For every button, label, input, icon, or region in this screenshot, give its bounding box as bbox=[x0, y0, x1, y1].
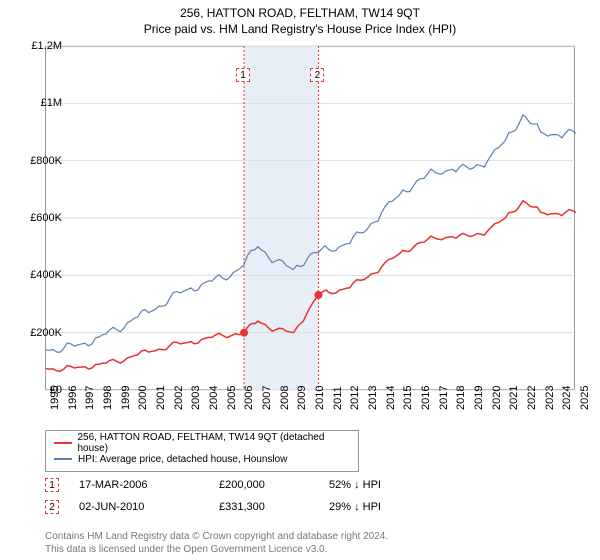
x-axis-label: 2006 bbox=[243, 398, 255, 410]
x-axis-label: 2001 bbox=[155, 398, 167, 410]
x-axis-label: 1996 bbox=[67, 398, 79, 410]
attribution-line: This data is licensed under the Open Gov… bbox=[45, 543, 565, 556]
transaction-pct: 29% ↓ HPI bbox=[329, 501, 449, 513]
x-axis-label: 2012 bbox=[349, 398, 361, 410]
x-axis-label: 2015 bbox=[402, 398, 414, 410]
legend: 256, HATTON ROAD, FELTHAM, TW14 9QT (det… bbox=[45, 430, 359, 472]
x-axis-label: 2023 bbox=[544, 398, 556, 410]
titles: 256, HATTON ROAD, FELTHAM, TW14 9QT Pric… bbox=[0, 0, 600, 36]
x-axis-label: 2004 bbox=[208, 398, 220, 410]
x-axis-label: 1999 bbox=[120, 398, 132, 410]
title-main: 256, HATTON ROAD, FELTHAM, TW14 9QT bbox=[0, 6, 600, 20]
y-axis-label: £1M bbox=[18, 97, 62, 109]
x-axis-label: 2021 bbox=[508, 398, 520, 410]
x-axis-label: 2002 bbox=[173, 398, 185, 410]
marker-badge: 2 bbox=[45, 500, 59, 514]
transaction-pct: 52% ↓ HPI bbox=[329, 479, 449, 491]
x-axis-label: 2003 bbox=[190, 398, 202, 410]
chart-marker-badge: 1 bbox=[236, 68, 250, 82]
x-axis-label: 2007 bbox=[261, 398, 273, 410]
transaction-date: 02-JUN-2010 bbox=[79, 501, 219, 513]
chart-svg bbox=[46, 46, 575, 389]
x-axis-label: 2013 bbox=[367, 398, 379, 410]
attribution-line: Contains HM Land Registry data © Crown c… bbox=[45, 530, 565, 543]
marker-badge: 1 bbox=[45, 478, 59, 492]
table-row: 1 17-MAR-2006 £200,000 52% ↓ HPI bbox=[45, 474, 545, 496]
y-axis-label: £600K bbox=[18, 212, 62, 224]
x-axis-label: 2011 bbox=[332, 398, 344, 410]
x-axis-label: 2022 bbox=[526, 398, 538, 410]
y-axis-label: £800K bbox=[18, 155, 62, 167]
y-axis-label: £400K bbox=[18, 269, 62, 281]
x-axis-label: 2018 bbox=[455, 398, 467, 410]
x-axis-label: 2024 bbox=[561, 398, 573, 410]
legend-label: 256, HATTON ROAD, FELTHAM, TW14 9QT (det… bbox=[78, 432, 351, 454]
transaction-price: £200,000 bbox=[219, 479, 329, 491]
x-axis-label: 2017 bbox=[438, 398, 450, 410]
transactions-table: 1 17-MAR-2006 £200,000 52% ↓ HPI 2 02-JU… bbox=[45, 474, 545, 518]
legend-item: 256, HATTON ROAD, FELTHAM, TW14 9QT (det… bbox=[54, 435, 350, 451]
x-axis-label: 2020 bbox=[491, 398, 503, 410]
x-axis-label: 2008 bbox=[279, 398, 291, 410]
chart-marker-badge: 2 bbox=[310, 68, 324, 82]
table-row: 2 02-JUN-2010 £331,300 29% ↓ HPI bbox=[45, 496, 545, 518]
x-axis-label: 2014 bbox=[385, 398, 397, 410]
x-axis-label: 2010 bbox=[314, 398, 326, 410]
x-axis-label: 2009 bbox=[296, 398, 308, 410]
legend-swatch-icon bbox=[54, 442, 72, 444]
attribution: Contains HM Land Registry data © Crown c… bbox=[45, 530, 565, 556]
y-axis-label: £1.2M bbox=[18, 40, 62, 52]
y-axis-label: £200K bbox=[18, 327, 62, 339]
x-axis-label: 2019 bbox=[473, 398, 485, 410]
transaction-date: 17-MAR-2006 bbox=[79, 479, 219, 491]
title-sub: Price paid vs. HM Land Registry's House … bbox=[0, 22, 600, 36]
x-axis-label: 2000 bbox=[137, 398, 149, 410]
x-axis-label: 1997 bbox=[84, 398, 96, 410]
plot-area bbox=[45, 46, 575, 390]
x-axis-label: 1995 bbox=[49, 398, 61, 410]
transaction-price: £331,300 bbox=[219, 501, 329, 513]
x-axis-label: 1998 bbox=[102, 398, 114, 410]
x-axis-label: 2025 bbox=[579, 398, 591, 410]
chart-container: 256, HATTON ROAD, FELTHAM, TW14 9QT Pric… bbox=[0, 0, 600, 560]
x-axis-label: 2005 bbox=[226, 398, 238, 410]
x-axis-label: 2016 bbox=[420, 398, 432, 410]
legend-label: HPI: Average price, detached house, Houn… bbox=[78, 454, 287, 465]
legend-swatch-icon bbox=[54, 458, 72, 460]
